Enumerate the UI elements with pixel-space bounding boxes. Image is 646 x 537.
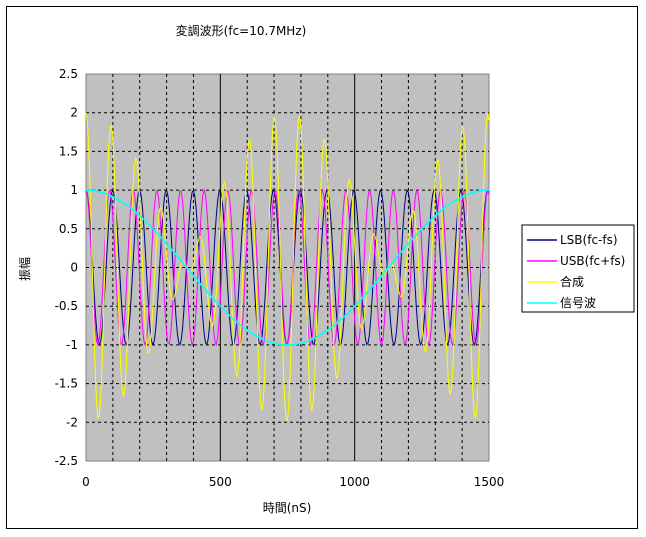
y-tick-label: -1.5 <box>55 377 78 391</box>
series-line-2 <box>85 188 490 347</box>
y-tick-label: -1 <box>66 338 78 352</box>
y-tick-label: 0 <box>70 261 78 275</box>
y-tick-label: 2 <box>70 106 78 120</box>
chart-frame: 変調波形(fc=10.7MHz) 2.5 2 1.5 1 0.5 0 -0.5 -1 -1.5 -… <box>6 6 638 529</box>
y-tick-label: -0.5 <box>55 299 78 313</box>
x-axis-title: 時間(nS) <box>263 501 312 515</box>
y-tick-labels: 2.5 2 1.5 1 0.5 0 -0.5 -1 -1.5 -2 -2.5 <box>55 67 78 468</box>
chart: 変調波形(fc=10.7MHz) 2.5 2 1.5 1 0.5 0 -0.5 -1 -1.5 -… <box>17 23 635 515</box>
series-line-4 <box>85 189 490 346</box>
legend-label: LSB(fc-fs) <box>560 233 618 247</box>
y-tick-label: 2.5 <box>59 67 78 81</box>
y-tick-label: 1.5 <box>59 144 78 158</box>
legend-label: 合成 <box>560 274 584 289</box>
x-tick-labels: 0 500 1000 1500 <box>82 475 504 489</box>
y-tick-label: -2 <box>66 415 78 429</box>
series-line-3 <box>85 112 490 422</box>
legend-label: USB(fc+fs) <box>560 254 625 268</box>
x-tick-label: 1500 <box>474 475 505 489</box>
y-axis-title: 振幅 <box>17 257 32 281</box>
x-tick-label: 1000 <box>339 475 370 489</box>
legend-label: 信号波 <box>560 296 596 310</box>
y-tick-label: -2.5 <box>55 454 78 468</box>
series-layer <box>85 112 490 422</box>
x-tick-label: 0 <box>82 475 90 489</box>
y-tick-label: 0.5 <box>59 222 78 236</box>
x-tick-label: 500 <box>209 475 232 489</box>
y-tick-label: 1 <box>70 183 78 197</box>
chart-title: 変調波形(fc=10.7MHz) <box>176 23 307 38</box>
